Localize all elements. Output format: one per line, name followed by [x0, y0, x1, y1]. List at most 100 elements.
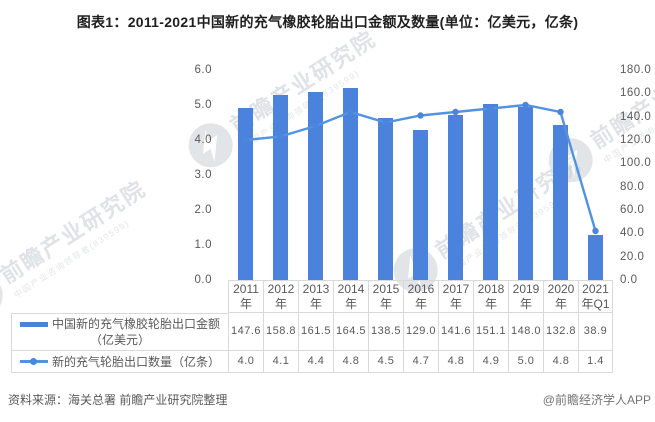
year-suffix: 年: [309, 296, 322, 311]
count-value-cell: 4.1: [263, 351, 298, 373]
year-cell: 2021 年Q1: [578, 280, 613, 313]
year-cell: 2019 年: [508, 280, 543, 313]
amount-legend-unit: （亿美元）: [89, 333, 150, 347]
count-value-cell: 5.0: [508, 351, 543, 373]
amount-legend-row: 中国新的充气橡胶轮胎出口金额: [19, 316, 220, 332]
source-note: 资料来源：海关总署 前瞻产业研究院整理: [8, 393, 228, 407]
amount-value-cell: 129.0: [403, 313, 438, 351]
left-axis-tick: 0.0: [194, 274, 212, 286]
bar: [238, 107, 253, 280]
count-legend-cell: 新的充气轮胎出口数量（亿条）: [11, 351, 228, 373]
bar: [273, 94, 288, 280]
right-axis-tick: 80.0: [620, 180, 645, 193]
left-axis-tick: 3.0: [194, 169, 212, 181]
year-cell: 2013 年: [298, 280, 333, 313]
year-cell: 2018 年: [473, 280, 508, 313]
year-suffix: 年: [344, 296, 357, 311]
count-value-cell: 4.0: [228, 351, 263, 373]
watermark-title: 前瞻产业研究院: [0, 175, 151, 289]
year-cell: 2011 年: [228, 280, 263, 313]
right-axis-tick: 160.0: [620, 87, 652, 100]
year-label: 2020: [547, 281, 575, 296]
data-table: 2011 年 2012 年 2013 年 2014 年 2015 年 2016 年 2017 年 2018 年…: [11, 280, 613, 373]
bar: [483, 103, 498, 280]
year-suffix: 年: [239, 296, 252, 311]
year-label: 2017: [442, 281, 470, 296]
count-value-cell: 1.4: [578, 351, 613, 373]
count-value-cell: 4.4: [298, 351, 333, 373]
right-axis-tick: 140.0: [620, 110, 652, 123]
year-suffix: 年: [414, 296, 427, 311]
amount-value-cell: 164.5: [333, 313, 368, 351]
bar: [588, 234, 603, 280]
count-value-cell: 4.8: [438, 351, 473, 373]
amount-value-cell: 147.6: [228, 313, 263, 351]
year-cell: 2014 年: [333, 280, 368, 313]
year-suffix: 年: [449, 296, 462, 311]
right-axis-tick: 120.0: [620, 134, 652, 146]
year-cell: 2017 年: [438, 280, 473, 313]
table-corner-cell: [11, 280, 228, 313]
count-value-cell: 4.7: [403, 351, 438, 373]
bar: [518, 107, 533, 280]
year-suffix: 年: [519, 296, 532, 311]
amount-legend-swatch-icon: [19, 321, 48, 327]
right-axis-tick: 180.0: [620, 64, 652, 76]
year-cell: 2016 年: [403, 280, 438, 313]
amount-value-cell: 161.5: [298, 313, 333, 351]
amount-value-cell: 138.5: [368, 313, 403, 351]
year-cell: 2015 年: [368, 280, 403, 313]
year-suffix: 年: [379, 296, 392, 311]
amount-value-cell: 151.1: [473, 313, 508, 351]
year-label: 2016: [407, 281, 435, 296]
bar: [308, 91, 323, 280]
bar: [378, 118, 393, 280]
chart-title: 图表1：2011-2021中国新的充气橡胶轮胎出口金额及数量(单位：亿美元，亿条…: [76, 14, 579, 30]
left-axis-tick: 6.0: [194, 64, 212, 76]
right-axis-tick: 40.0: [620, 227, 645, 240]
year-suffix: 年: [554, 296, 567, 311]
count-legend-row: 新的充气轮胎出口数量（亿条）: [19, 354, 220, 370]
bar: [553, 125, 568, 280]
year-cell: 2012 年: [263, 280, 298, 313]
year-suffix: 年Q1: [581, 296, 610, 311]
right-axis-tick: 60.0: [620, 204, 645, 216]
count-value-cell: 4.8: [333, 351, 368, 373]
amount-value-cell: 148.0: [508, 313, 543, 351]
bar: [413, 129, 428, 280]
bar: [343, 88, 358, 280]
line-marker: [592, 227, 599, 235]
right-axis-tick: 100.0: [620, 157, 652, 170]
amount-legend-cell: 中国新的充气橡胶轮胎出口金额 （亿美元）: [11, 313, 228, 351]
year-suffix: 年: [484, 296, 497, 311]
year-label: 2019: [512, 281, 540, 296]
year-label: 2012: [267, 281, 295, 296]
left-axis-tick: 1.0: [194, 239, 212, 251]
amount-value-cell: 132.8: [543, 313, 578, 351]
left-axis-tick: 2.0: [194, 204, 212, 216]
amount-value-cell: 38.9: [578, 313, 613, 351]
amount-legend-label: 中国新的充气橡胶轮胎出口金额: [51, 317, 220, 331]
footer: 资料来源：海关总署 前瞻产业研究院整理 @前瞻经济学人APP: [8, 391, 651, 408]
amount-value-cell: 158.8: [263, 313, 298, 351]
year-label: 2011: [233, 281, 259, 296]
year-suffix: 年: [274, 296, 287, 311]
left-axis-tick: 4.0: [194, 134, 212, 146]
year-label: 2021: [582, 281, 609, 296]
year-label: 2018: [477, 281, 505, 296]
year-label: 2015: [372, 281, 400, 296]
right-axis-tick: 20.0: [620, 250, 645, 263]
count-legend-label: 新的充气轮胎出口数量（亿条）: [51, 354, 220, 369]
qianzhan-logo-icon: [540, 130, 604, 195]
bar: [448, 114, 463, 280]
amount-value-cell: 141.6: [438, 313, 473, 351]
count-value-cell: 4.9: [473, 351, 508, 373]
credit-note: @前瞻经济学人APP: [542, 393, 651, 407]
line-marker: [417, 112, 424, 119]
year-label: 2013: [302, 281, 330, 296]
year-cell: 2020 年: [543, 280, 578, 313]
count-legend-swatch-icon: [19, 358, 48, 365]
year-label: 2014: [337, 281, 365, 296]
line-marker: [557, 108, 564, 116]
